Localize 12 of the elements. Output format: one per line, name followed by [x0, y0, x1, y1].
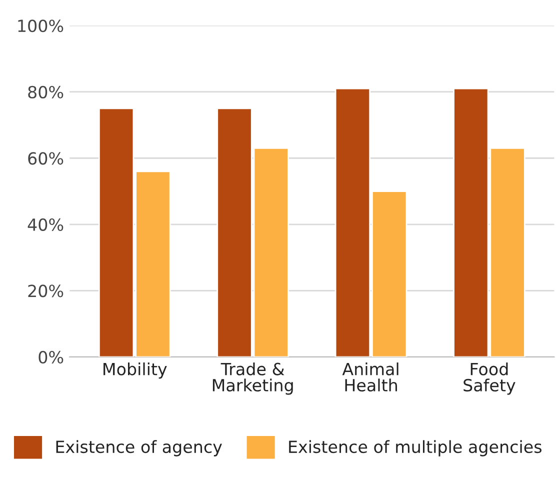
- y-tick-label: 20%: [28, 284, 64, 298]
- legend-label: Existence of multiple agencies: [289, 440, 542, 456]
- legend-label: Existence of agency: [56, 440, 222, 456]
- x-tick-label: Food Safety: [464, 362, 516, 395]
- y-tick-label: 100%: [18, 20, 64, 32]
- x-tick-label: Animal Health: [342, 362, 398, 392]
- y-tick-label: 40%: [28, 218, 64, 231]
- x-tick-label: Trade & Marketing: [212, 362, 293, 395]
- y-tick-label: 0%: [38, 350, 64, 364]
- x-tick-label: Mobility: [104, 362, 167, 379]
- y-tick-label: 80%: [28, 86, 64, 98]
- y-tick-label: 60%: [28, 152, 64, 165]
